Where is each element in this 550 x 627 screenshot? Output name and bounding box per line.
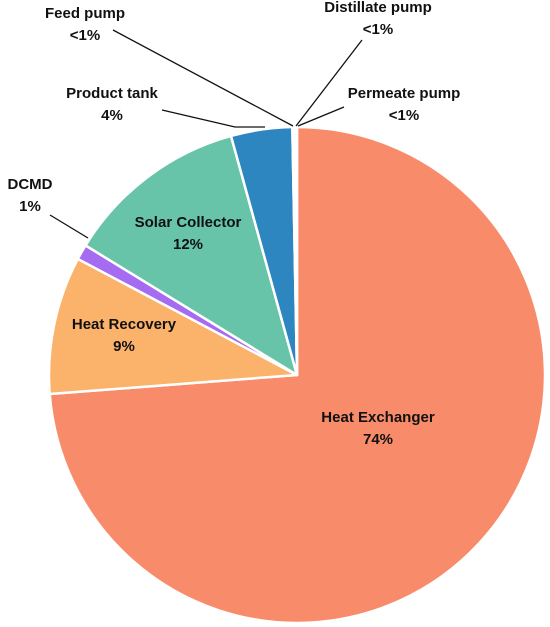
- slice-name-label-dcmd: DCMD: [8, 176, 53, 193]
- slice-name-label-heat-recovery: Heat Recovery: [72, 316, 177, 333]
- slice-heat-recovery: [47, 257, 299, 396]
- slice-name-label-permeate-pump: Permeate pump: [348, 85, 461, 102]
- slice-value-label-permeate-pump: <1%: [389, 107, 419, 124]
- slice-value-label-feed-pump: <1%: [70, 27, 100, 44]
- slice-name-label-distillate-pump: Distillate pump: [324, 0, 432, 16]
- slice-name-label-product-tank: Product tank: [66, 85, 158, 102]
- slice-value-label-heat-recovery: 9%: [113, 338, 135, 355]
- leader-line-feed-pump: [112, 29, 294, 127]
- slice-name-label-solar-collector: Solar Collector: [135, 214, 242, 231]
- slice-solar-collector: [84, 134, 299, 377]
- leader-line-permeate-pump: [297, 106, 345, 127]
- slice-value-label-dcmd: 1%: [19, 198, 41, 215]
- slice-name-label-feed-pump: Feed pump: [45, 5, 125, 22]
- pie-slices: [47, 125, 547, 625]
- slice-value-label-solar-collector: 12%: [173, 236, 203, 253]
- slice-name-label-heat-exchanger: Heat Exchanger: [321, 409, 435, 426]
- slice-value-label-heat-exchanger: 74%: [363, 431, 393, 448]
- slice-value-label-distillate-pump: <1%: [363, 21, 393, 38]
- leader-line-dcmd: [49, 214, 89, 239]
- slice-value-label-product-tank: 4%: [101, 107, 123, 124]
- leader-line-product-tank: [161, 109, 265, 128]
- slice-labels: Heat Exchanger 74% Heat Recovery 9% DCMD 1% So…: [8, 0, 461, 448]
- slice-permeate-pump: [294, 125, 299, 377]
- leader-line-distillate-pump: [295, 39, 363, 127]
